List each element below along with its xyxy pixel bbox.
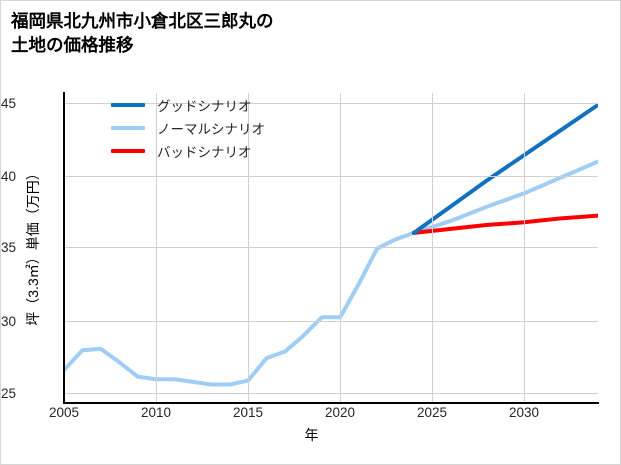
- y-axis-title-text: 坪（3.3㎡）単価（万円）: [25, 166, 41, 326]
- x-tick-label: 2015: [232, 405, 264, 420]
- gridline-vertical: [524, 93, 525, 403]
- gridline-horizontal: [64, 247, 598, 248]
- legend-label-good: グッドシナリオ: [157, 98, 252, 114]
- y-tick-label: 25: [0, 386, 16, 401]
- chart-title: 福岡県北九州市小倉北区三郎丸の 土地の価格推移: [11, 11, 274, 56]
- series-line-good: [411, 102, 598, 235]
- legend-label-bad: バッドシナリオ: [157, 144, 252, 160]
- y-axis-spine: [63, 92, 65, 404]
- gridline-vertical: [156, 93, 157, 403]
- gridline-horizontal: [64, 176, 598, 177]
- x-tick-label: 2030: [508, 405, 540, 420]
- legend-swatch-bad: [111, 148, 145, 153]
- gridline-vertical: [248, 93, 249, 403]
- legend-swatch-normal: [111, 125, 145, 130]
- series-line-normal: [64, 159, 598, 387]
- legend-label-normal: ノーマルシナリオ: [157, 121, 265, 137]
- y-tick-label: 35: [0, 240, 16, 255]
- gridline-vertical: [432, 93, 433, 403]
- gridline-horizontal: [64, 103, 598, 104]
- legend-item-normal: ノーマルシナリオ: [111, 116, 265, 139]
- x-axis-spine: [63, 402, 599, 404]
- chart-lines: [64, 102, 598, 387]
- series-line-bad: [411, 213, 598, 235]
- plot-area: [64, 93, 598, 403]
- y-tick-label: 45: [0, 96, 16, 111]
- x-tick-label: 2025: [416, 405, 448, 420]
- chart-legend: グッドシナリオ ノーマルシナリオ バッドシナリオ: [111, 93, 265, 162]
- gridline-horizontal: [64, 393, 598, 394]
- y-tick-label: 40: [0, 169, 16, 184]
- x-tick-label: 2020: [324, 405, 356, 420]
- gridline-horizontal: [64, 321, 598, 322]
- x-axis-title: 年: [304, 427, 319, 443]
- gridline-vertical: [340, 93, 341, 403]
- x-tick-label: 2010: [140, 405, 172, 420]
- y-axis-title: 坪（3.3㎡）単価（万円）: [23, 111, 43, 381]
- legend-swatch-good: [111, 102, 145, 107]
- y-tick-label: 30: [0, 314, 16, 329]
- x-tick-label: 2005: [48, 405, 80, 420]
- legend-item-good: グッドシナリオ: [111, 93, 265, 116]
- legend-item-bad: バッドシナリオ: [111, 139, 265, 162]
